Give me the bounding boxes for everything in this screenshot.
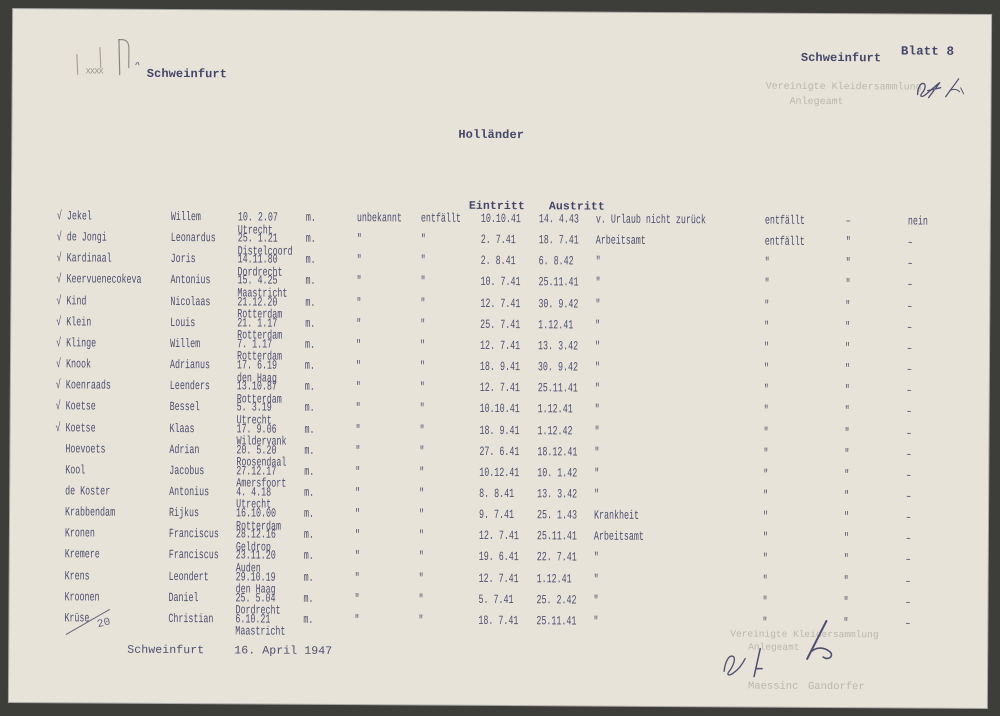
svg-text:XXXX: XXXX (86, 67, 104, 76)
svg-text:20: 20 (96, 616, 112, 631)
